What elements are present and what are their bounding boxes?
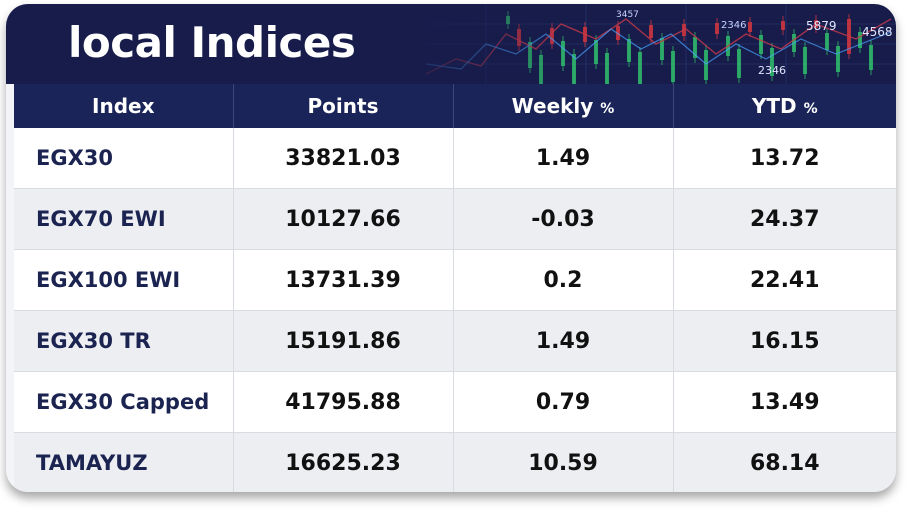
index-ytd-change: 13.49 [673,371,896,433]
index-name: EGX30 [14,128,234,189]
page-title: local Indices [68,18,356,67]
index-weekly-change: -0.03 [453,188,674,250]
index-ytd-change: 13.72 [673,128,896,189]
index-weekly-change: 1.49 [453,128,674,189]
index-points: 15191.86 [233,310,454,372]
index-weekly-change: 0.79 [453,371,674,433]
indices-card: 3457 2346 5879 4568 2346 local Indices I… [6,4,896,492]
index-points: 33821.03 [233,128,454,189]
index-name: EGX30 TR [14,310,234,372]
ytd-unit: % [803,101,818,117]
index-weekly-change: 10.59 [453,432,674,492]
index-name: TAMAYUZ [14,432,234,492]
index-name: EGX100 EWI [14,249,234,311]
table-header-row: Index Points Weekly % YTD % [14,84,896,128]
column-header-points: Points [233,84,454,128]
index-points: 41795.88 [233,371,454,433]
column-header-weekly: Weekly % [453,84,674,128]
index-name: EGX70 EWI [14,188,234,250]
index-ytd-change: 68.14 [673,432,896,492]
index-name: EGX30 Capped [14,371,234,433]
table-row: TAMAYUZ 16625.23 10.59 68.14 [14,432,896,492]
column-header-ytd: YTD % [673,84,896,128]
table-row: EGX70 EWI 10127.66 -0.03 24.37 [14,188,896,250]
column-header-index: Index [14,84,234,128]
table-row: EGX100 EWI 13731.39 0.2 22.41 [14,249,896,311]
index-weekly-change: 0.2 [453,249,674,311]
weekly-unit: % [600,101,615,117]
index-points: 16625.23 [233,432,454,492]
index-points: 13731.39 [233,249,454,311]
indices-table: Index Points Weekly % YTD % EGX30 33821.… [14,84,896,492]
index-ytd-change: 22.41 [673,249,896,311]
index-ytd-change: 24.37 [673,188,896,250]
table-row: EGX30 Capped 41795.88 0.79 13.49 [14,371,896,433]
table-row: EGX30 TR 15191.86 1.49 16.15 [14,310,896,372]
stock-chart-background-image: 3457 2346 5879 4568 2346 [386,4,896,84]
banner: 3457 2346 5879 4568 2346 local Indices [6,4,896,84]
table-row: EGX30 33821.03 1.49 13.72 [14,128,896,189]
index-weekly-change: 1.49 [453,310,674,372]
index-points: 10127.66 [233,188,454,250]
index-ytd-change: 16.15 [673,310,896,372]
